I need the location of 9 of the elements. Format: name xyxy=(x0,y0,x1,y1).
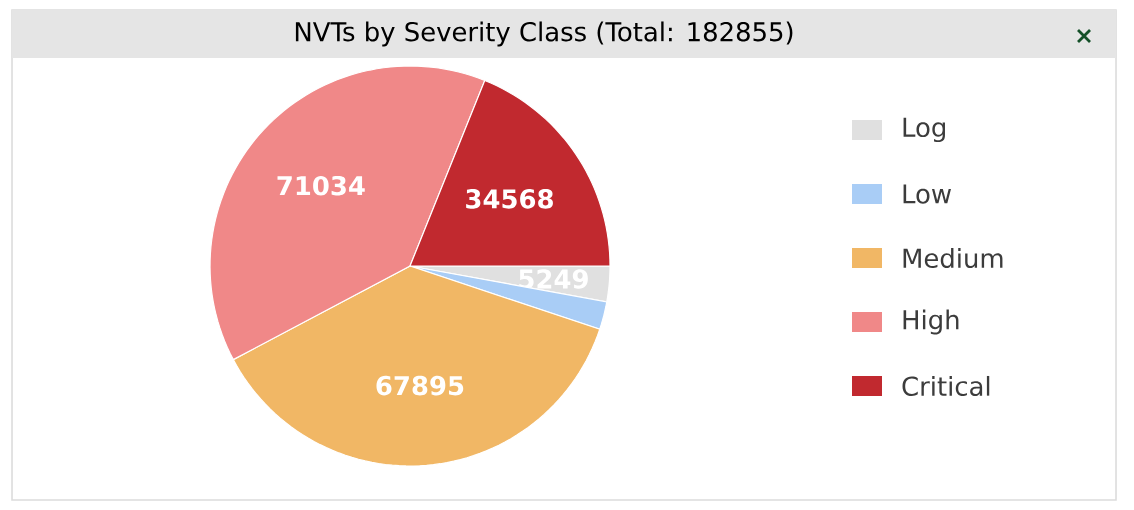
legend-label: Critical xyxy=(902,375,990,397)
data-label: 71034 xyxy=(277,175,365,196)
legend-label: High xyxy=(903,309,959,335)
data-label: 67895 xyxy=(376,375,464,396)
legend-label: Low xyxy=(903,184,951,204)
legend-label: Medium xyxy=(903,247,1003,269)
chart-title: NVTs by Severity Class (Total: 182855) xyxy=(295,21,793,47)
data-label: 34568 xyxy=(466,189,553,209)
legend-label: Log xyxy=(903,117,945,143)
